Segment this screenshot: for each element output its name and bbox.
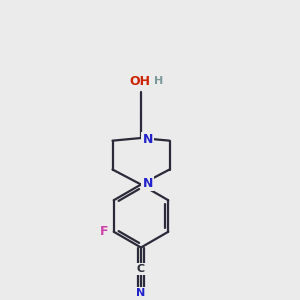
Text: N: N bbox=[136, 287, 146, 298]
Text: C: C bbox=[137, 264, 145, 274]
Text: H: H bbox=[154, 76, 164, 86]
Text: N: N bbox=[142, 177, 153, 190]
Text: OH: OH bbox=[129, 74, 150, 88]
Text: N: N bbox=[142, 133, 153, 146]
Text: F: F bbox=[100, 225, 108, 238]
